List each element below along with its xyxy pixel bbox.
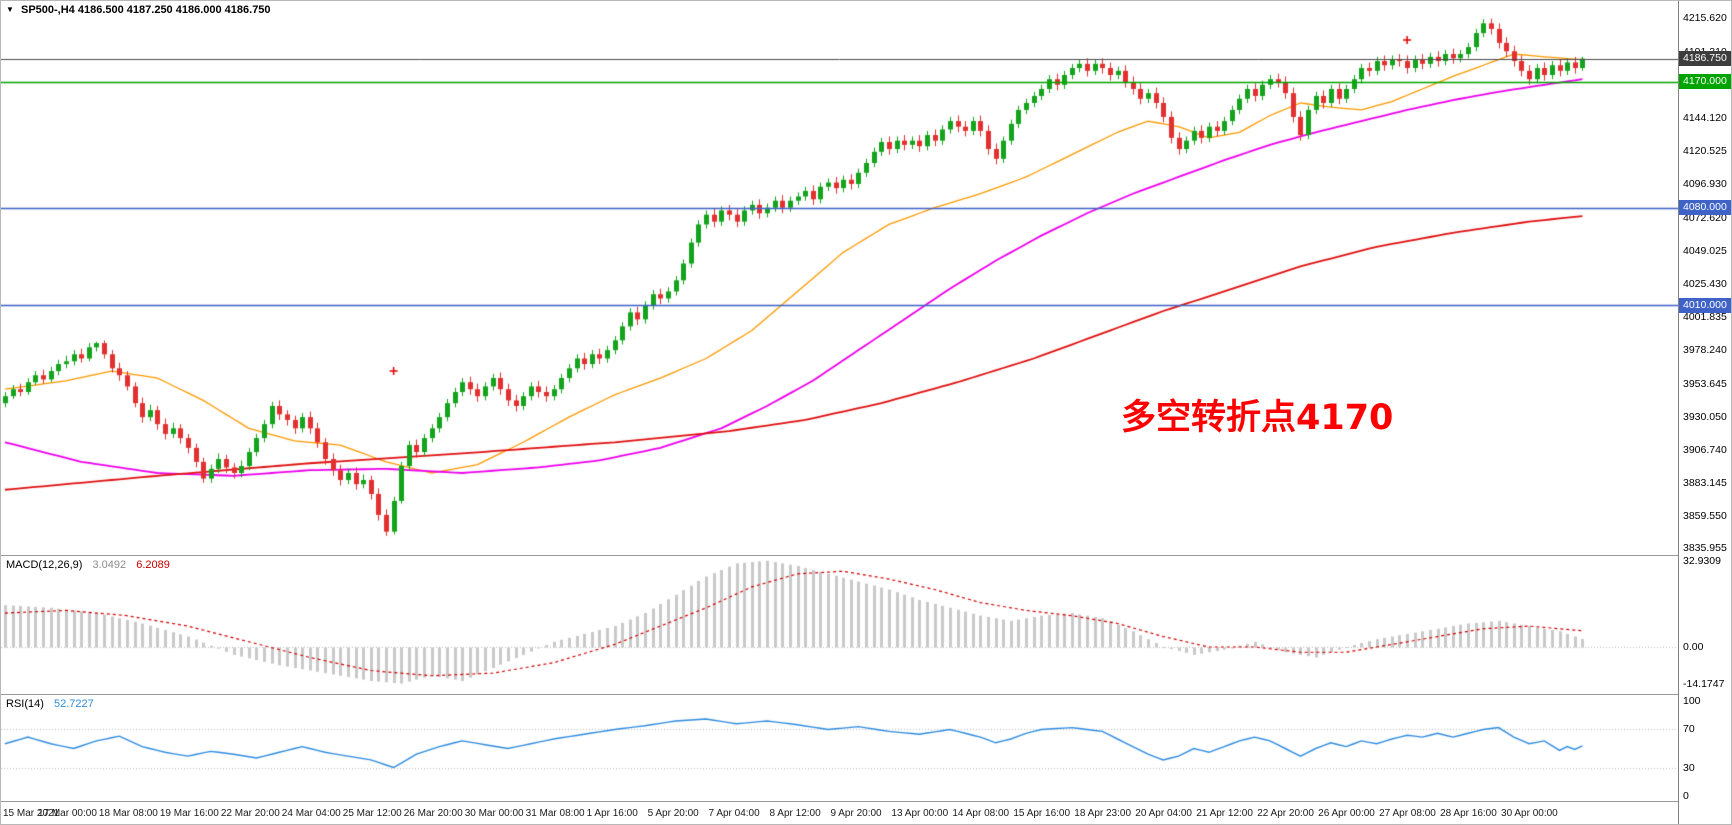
time-axis-label: 30 Apr 00:00	[1501, 808, 1558, 819]
symbol-ohlc: 4186.500 4187.250 4186.000 4186.750	[77, 4, 271, 16]
price-level-tag: 4170.000	[1679, 74, 1731, 90]
price-axis-label: 4215.620	[1683, 12, 1727, 25]
time-axis-label: 21 Apr 12:00	[1196, 808, 1253, 819]
rsi-axis-label: 70	[1683, 723, 1695, 736]
macd-axis-label: 32.9309	[1683, 554, 1721, 567]
time-axis-label: 9 Apr 20:00	[830, 808, 882, 819]
price-axis-label: 4144.120	[1683, 112, 1727, 125]
price-axis[interactable]: 4215.6204191.3104144.1204120.5254096.930…	[1678, 1, 1731, 824]
price-level-tag: 4010.000	[1679, 297, 1731, 313]
macd-main-value: 3.0492	[92, 559, 127, 571]
time-axis-label: 7 Apr 04:00	[708, 808, 760, 819]
price-axis-label: 3906.740	[1683, 443, 1727, 456]
time-axis-label: 24 Mar 04:00	[281, 808, 341, 819]
time-axis-label: 26 Apr 00:00	[1318, 808, 1375, 819]
rsi-panel-separator[interactable]	[1, 694, 1731, 695]
time-axis-label: 22 Apr 20:00	[1257, 808, 1314, 819]
symbol-info-bar: ▼ SP500-,H4 4186.500 4187.250 4186.000 4…	[6, 4, 271, 16]
chart-annotation-text[interactable]: 多空转折点4170	[1121, 398, 1394, 438]
time-axis-label: 5 Apr 20:00	[647, 808, 699, 819]
price-axis-label: 4096.930	[1683, 178, 1727, 191]
price-axis-label: 4120.525	[1683, 145, 1727, 158]
rsi-axis-label: 100	[1683, 694, 1701, 707]
macd-axis-label: -14.1747	[1683, 678, 1725, 691]
time-axis-label: 30 Mar 00:00	[464, 808, 524, 819]
time-axis-label: 17 Mar 00:00	[37, 808, 97, 819]
price-level-tag: 4080.000	[1679, 200, 1731, 216]
time-axis-label: 31 Mar 08:00	[525, 808, 585, 819]
time-axis-label: 27 Apr 08:00	[1379, 808, 1436, 819]
price-axis-label: 3859.550	[1683, 509, 1727, 522]
price-axis-label: 4001.835	[1683, 310, 1727, 323]
macd-indicator-header: MACD(12,26,9) 3.0492 6.2089	[6, 559, 177, 571]
rsi-label: RSI(14)	[6, 698, 44, 710]
symbol-title: SP500-,H4	[20, 4, 75, 16]
price-axis-label: 3883.145	[1683, 476, 1727, 489]
price-level-tag: 4186.750	[1679, 51, 1731, 67]
time-axis-label: 20 Apr 04:00	[1135, 808, 1192, 819]
time-axis-label: 8 Apr 12:00	[769, 808, 821, 819]
time-axis-label: 25 Mar 12:00	[342, 808, 402, 819]
time-axis-label: 15 Apr 16:00	[1013, 808, 1071, 819]
macd-label: MACD(12,26,9)	[6, 559, 83, 571]
price-axis-label: 3953.645	[1683, 378, 1727, 391]
price-axis-label: 4049.025	[1683, 244, 1727, 257]
time-axis-label: 18 Apr 23:00	[1074, 808, 1132, 819]
time-axis-label: 18 Mar 08:00	[98, 808, 158, 819]
price-axis-label: 3978.240	[1683, 343, 1727, 356]
time-axis-label: 1 Apr 16:00	[586, 808, 638, 819]
rsi-indicator-header: RSI(14) 52.7227	[6, 698, 101, 710]
time-axis-label: 19 Mar 16:00	[159, 808, 219, 819]
price-axis-label: 4025.430	[1683, 277, 1727, 290]
time-axis[interactable]: 15 Mar 2021 17 Mar 00:00 18 Mar 08:00 19 Ma…	[1, 802, 1678, 824]
time-axis-label: 26 Mar 20:00	[403, 808, 463, 819]
rsi-axis-label: 30	[1683, 761, 1695, 774]
price-axis-label: 3835.955	[1683, 542, 1727, 555]
time-axis-label: 14 Apr 08:00	[952, 808, 1010, 819]
price-axis-label: 3930.050	[1683, 411, 1727, 424]
time-axis-separator	[1, 801, 1731, 802]
time-axis-label: 22 Mar 20:00	[220, 808, 280, 819]
time-axis-label: 15 Mar 2021	[3, 808, 60, 819]
time-axis-label: 28 Apr 16:00	[1440, 808, 1497, 819]
macd-signal-value: 6.2089	[136, 559, 170, 571]
symbol-dropdown-icon[interactable]: ▼	[6, 5, 14, 14]
rsi-axis-label: 0	[1683, 790, 1689, 802]
macd-axis-label: 0.00	[1683, 641, 1704, 653]
rsi-value: 52.7227	[53, 698, 94, 710]
time-axis-label: 13 Apr 00:00	[891, 808, 949, 819]
macd-panel-separator[interactable]	[1, 555, 1731, 556]
